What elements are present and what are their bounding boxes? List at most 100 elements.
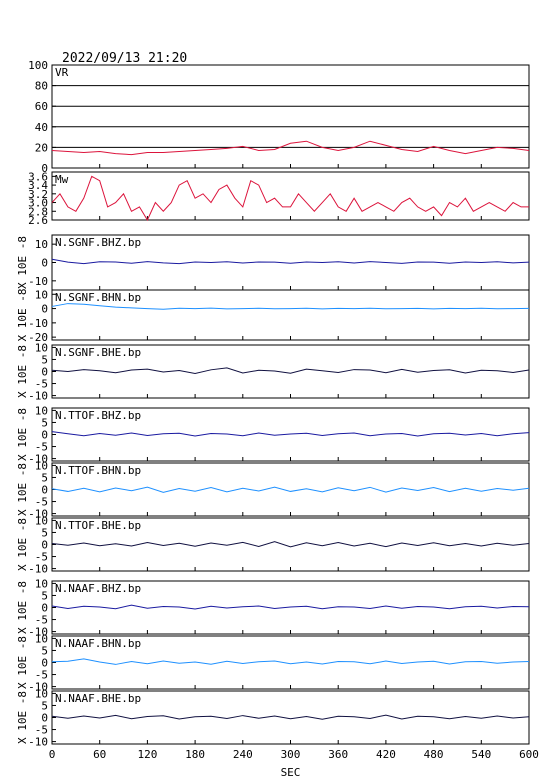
data-line <box>51 140 530 156</box>
y-tick-label: 0 <box>41 602 48 615</box>
y-tick-label: 0 <box>41 712 48 725</box>
y-tick-label: 10 <box>35 404 48 417</box>
y-axis-label: X 10E -8 <box>16 518 29 571</box>
panel-label: N.SGNF.BHN.bp <box>55 291 141 304</box>
panel-label: N.TTOF.BHN.bp <box>55 464 141 477</box>
y-tick-label: 60 <box>35 100 48 113</box>
y-axis-label: X 10E -8 <box>16 289 29 342</box>
x-tick-label: 0 <box>49 748 56 761</box>
y-tick-label: 10 <box>35 687 48 700</box>
panel-label: N.SGNF.BHE.bp <box>55 346 141 359</box>
y-tick-label: 3.4 <box>28 179 48 192</box>
y-tick-label: 80 <box>35 80 48 93</box>
y-tick-label: 10 <box>35 632 48 645</box>
panel-label: Mw <box>55 173 69 186</box>
data-line <box>51 367 530 374</box>
data-line <box>51 175 529 222</box>
y-tick-label: -5 <box>35 614 48 627</box>
x-tick-label: 120 <box>137 748 157 761</box>
y-tick-label: 5 <box>41 526 48 539</box>
y-tick-label: 5 <box>41 699 48 712</box>
y-tick-label: 0 <box>41 303 48 316</box>
panel-label: N.TTOF.BHZ.bp <box>55 409 141 422</box>
y-tick-label: -10 <box>28 626 48 639</box>
y-tick-label: 5 <box>41 589 48 602</box>
x-tick-label: 60 <box>93 748 106 761</box>
x-tick-label: 540 <box>471 748 491 761</box>
data-line <box>51 658 530 665</box>
y-tick-label: -5 <box>35 378 48 391</box>
y-axis-label: X 10E -8 <box>16 691 29 744</box>
y-tick-label: 0 <box>41 366 48 379</box>
y-tick-label: 3.2 <box>28 188 48 201</box>
x-tick-label: 480 <box>424 748 444 761</box>
y-tick-label: -5 <box>35 669 48 682</box>
y-tick-label: -20 <box>28 331 48 344</box>
y-axis-label: X 10E -8 <box>16 408 29 461</box>
y-axis-label: X 10E -8 <box>16 463 29 516</box>
y-tick-label: -10 <box>28 453 48 466</box>
y-tick-label: 10 <box>35 288 48 301</box>
data-line <box>51 604 530 610</box>
y-tick-label: 3.0 <box>28 197 48 210</box>
y-tick-label: 20 <box>35 141 48 154</box>
panel-label: N.NAAF.BHE.bp <box>55 692 141 705</box>
y-tick-label: -10 <box>28 736 48 749</box>
y-tick-label: 10 <box>35 577 48 590</box>
y-tick-label: 2.8 <box>28 205 48 218</box>
y-tick-label: -10 <box>28 508 48 521</box>
y-tick-label: -10 <box>28 275 48 288</box>
y-axis-label: X 10E -8 <box>16 236 29 289</box>
y-tick-label: 5 <box>41 353 48 366</box>
x-tick-label: 240 <box>233 748 253 761</box>
y-tick-label: 5 <box>41 416 48 429</box>
y-tick-label: 10 <box>35 514 48 527</box>
panel-label: N.NAAF.BHN.bp <box>55 637 141 650</box>
panel-label: VR <box>55 66 69 79</box>
y-tick-label: 0 <box>41 484 48 497</box>
x-axis-label: SEC <box>281 766 301 779</box>
x-tick-label: 420 <box>376 748 396 761</box>
data-line <box>51 541 530 548</box>
chart-title: 2022/09/13 21:20 <box>62 51 187 66</box>
data-line <box>51 258 530 265</box>
y-tick-label: 100 <box>28 59 48 72</box>
y-tick-label: 0 <box>41 539 48 552</box>
x-tick-label: 300 <box>281 748 301 761</box>
y-axis-label: X 10E -8 <box>16 345 29 398</box>
y-tick-label: -5 <box>35 441 48 454</box>
y-tick-label: 0 <box>41 257 48 270</box>
y-tick-label: 0 <box>41 657 48 670</box>
x-tick-label: 600 <box>519 748 539 761</box>
y-tick-label: 0 <box>41 429 48 442</box>
data-line <box>51 303 530 310</box>
panel-label: N.TTOF.BHE.bp <box>55 519 141 532</box>
panel-frame <box>51 64 530 169</box>
y-tick-label: 2.6 <box>28 214 48 227</box>
panel-label: N.NAAF.BHZ.bp <box>55 582 141 595</box>
y-tick-label: 0 <box>41 162 48 175</box>
y-tick-label: -5 <box>35 496 48 509</box>
y-tick-label: 5 <box>41 471 48 484</box>
y-axis-label: X 10E -8 <box>16 636 29 689</box>
y-tick-label: 10 <box>35 459 48 472</box>
y-tick-label: 10 <box>35 238 48 251</box>
y-tick-label: 3.6 <box>28 170 48 183</box>
y-tick-label: 5 <box>41 644 48 657</box>
x-tick-label: 360 <box>328 748 348 761</box>
data-line <box>51 486 530 493</box>
data-line <box>51 714 530 720</box>
y-tick-label: -10 <box>28 563 48 576</box>
y-tick-label: -10 <box>28 681 48 694</box>
y-tick-label: 10 <box>35 341 48 354</box>
data-line <box>51 431 530 437</box>
y-tick-label: -5 <box>35 724 48 737</box>
y-tick-label: -5 <box>35 551 48 564</box>
y-tick-label: -10 <box>28 317 48 330</box>
y-tick-label: -10 <box>28 390 48 403</box>
panel-frame <box>51 171 530 221</box>
x-tick-label: 180 <box>185 748 205 761</box>
y-axis-label: X 10E -8 <box>16 581 29 634</box>
